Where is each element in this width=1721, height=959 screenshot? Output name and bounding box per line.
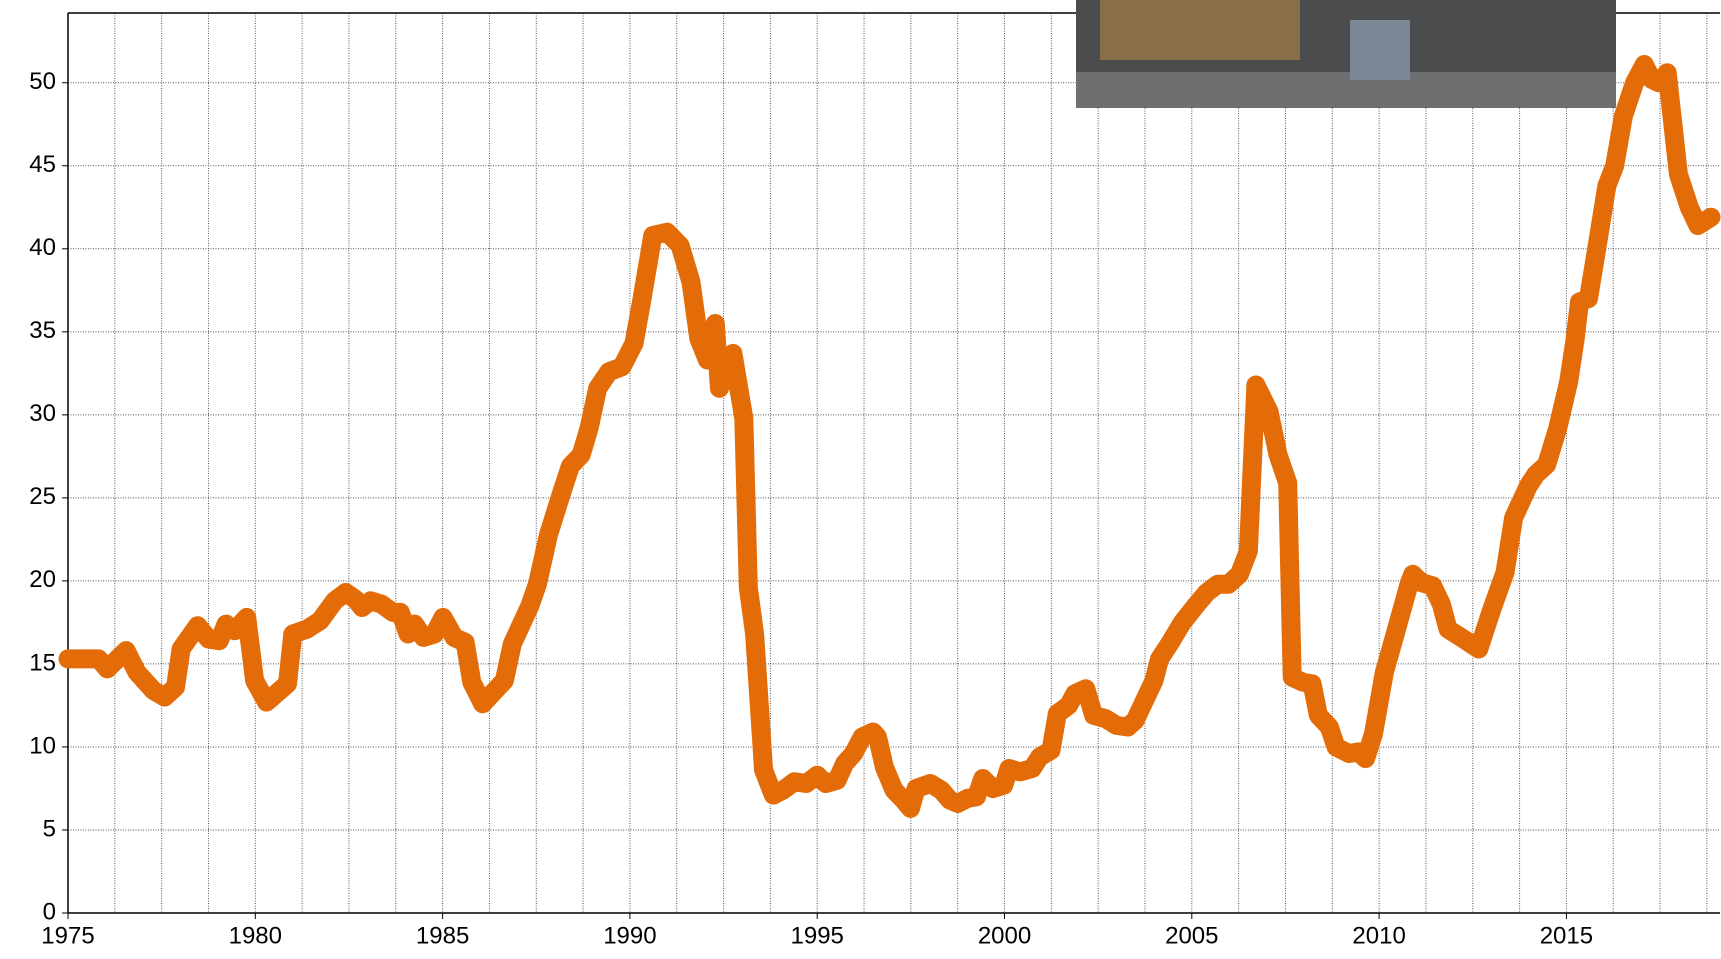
photo-inset-frame — [1100, 0, 1300, 60]
y-tick-label: 45 — [29, 151, 56, 178]
y-tick-label: 5 — [43, 815, 56, 842]
x-tick-label: 1995 — [791, 922, 844, 949]
y-tick-label: 40 — [29, 234, 56, 261]
y-tick-label: 0 — [43, 898, 56, 925]
chart: 0 5 10 15 20 25 30 35 40 45 50 1975 1980 1985 1990 1995… — [0, 0, 1721, 959]
photo-inset-ground — [1076, 72, 1616, 108]
y-tick-label: 50 — [29, 68, 56, 95]
y-tick-label: 15 — [29, 649, 56, 676]
y-tick-label: 10 — [29, 732, 56, 759]
x-tick-label: 1990 — [603, 922, 656, 949]
photo-inset-lift — [1350, 20, 1410, 80]
x-tick-label: 2015 — [1540, 922, 1593, 949]
x-tick-label: 1985 — [416, 922, 469, 949]
y-tick-label: 35 — [29, 317, 56, 344]
y-tick-label: 20 — [29, 566, 56, 593]
x-tick-label: 2000 — [978, 922, 1031, 949]
y-tick-label: 30 — [29, 400, 56, 427]
x-tick-label: 2005 — [1165, 922, 1218, 949]
x-tick-label: 1975 — [41, 922, 94, 949]
y-tick-label: 25 — [29, 483, 56, 510]
x-tick-label: 1980 — [229, 922, 282, 949]
data-line — [68, 65, 1711, 809]
x-tick-label: 2010 — [1352, 922, 1405, 949]
